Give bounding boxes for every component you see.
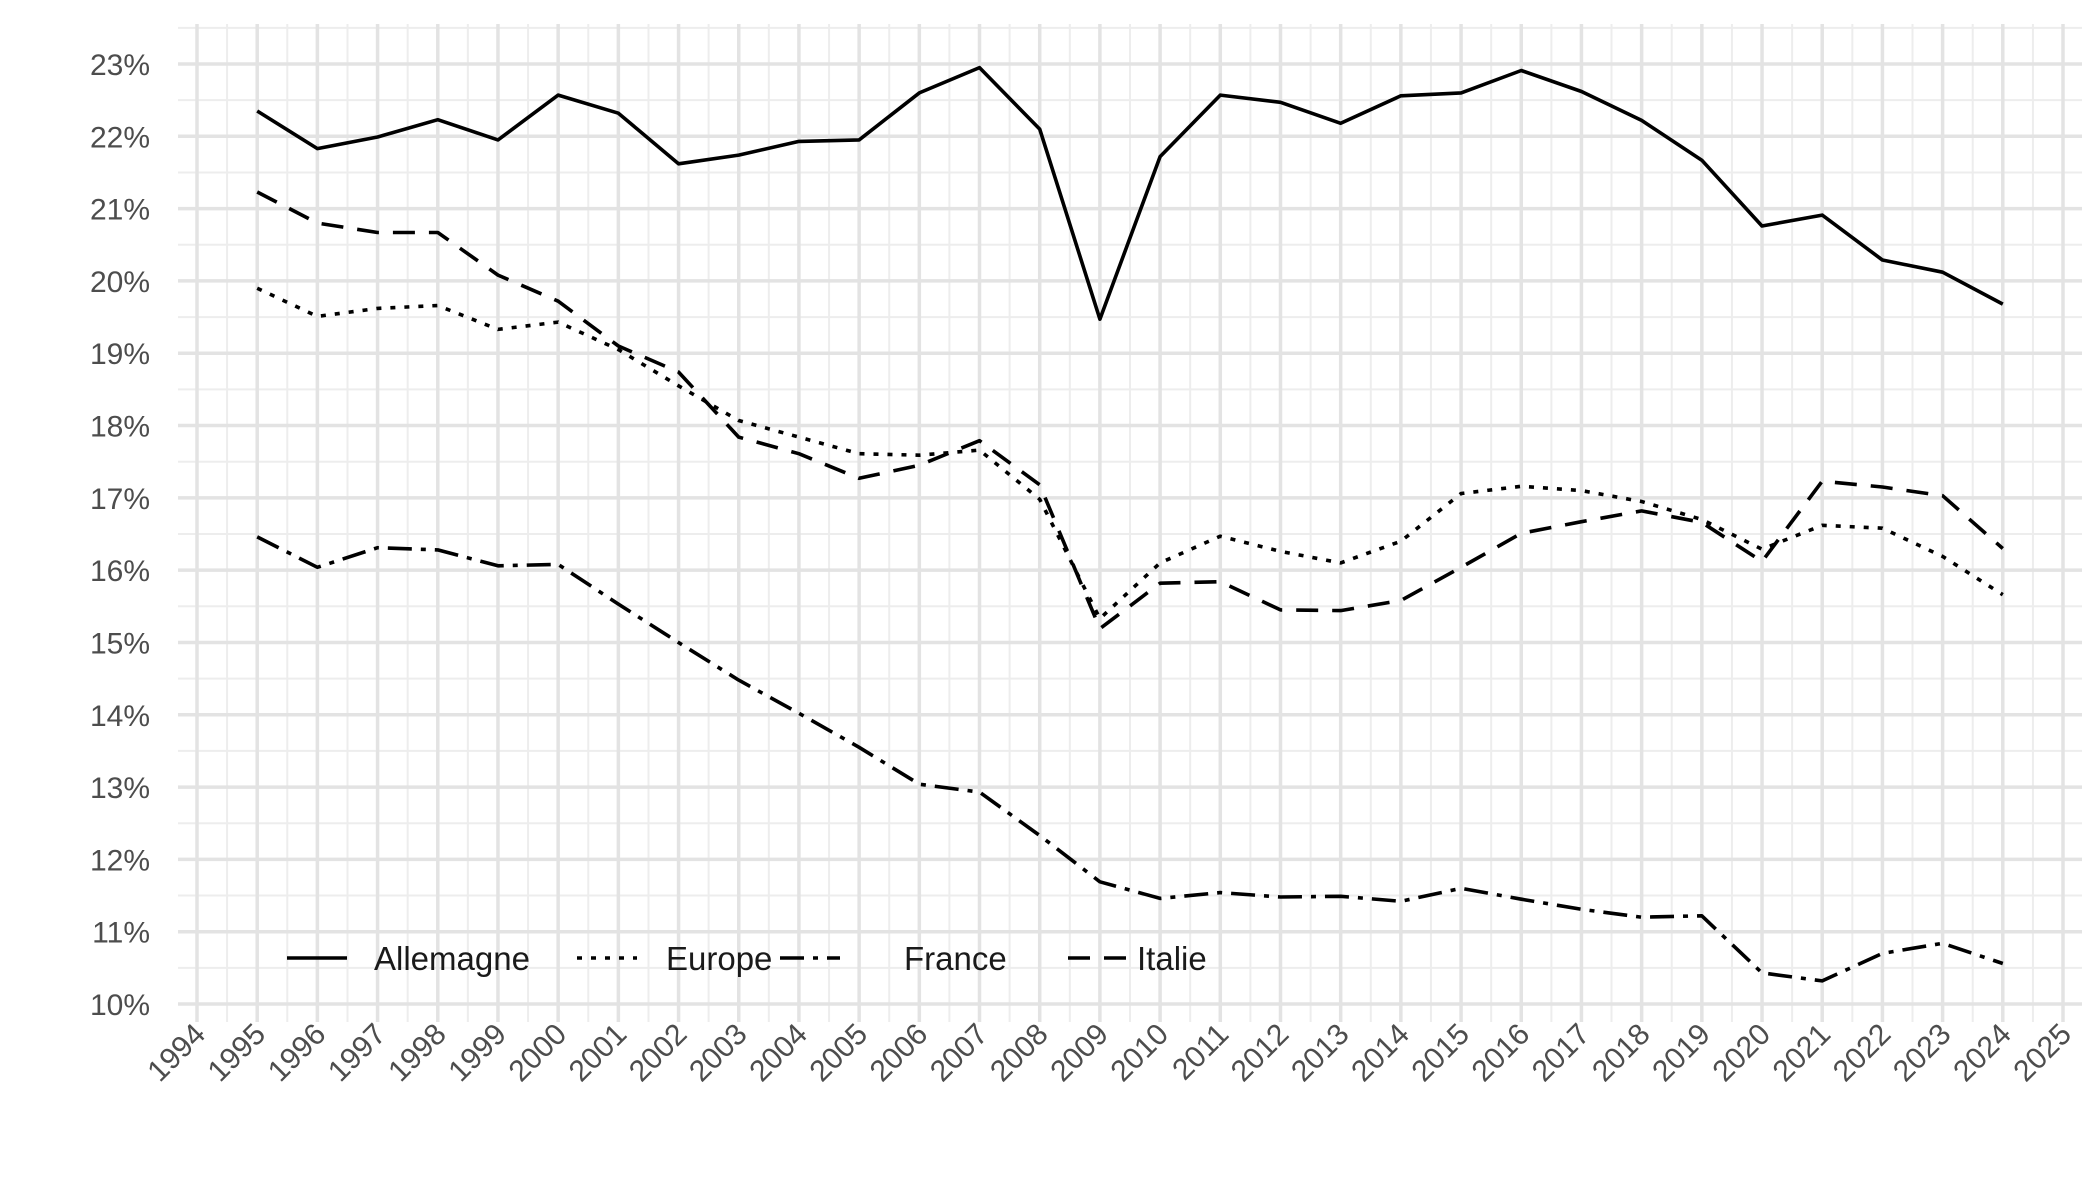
y-tick-label: 19% (90, 338, 150, 371)
x-tick-label: 2022 (1827, 1018, 1898, 1089)
x-tick-label: 2004 (743, 1018, 814, 1089)
y-tick-label: 15% (90, 627, 150, 660)
x-tick-label: 2009 (1044, 1018, 1115, 1089)
y-tick-label: 12% (90, 844, 150, 877)
y-tick-label: 13% (90, 772, 150, 805)
x-tick-label: 2005 (804, 1018, 875, 1089)
x-tick-label: 1996 (262, 1018, 333, 1089)
x-tick-label: 2016 (1466, 1018, 1537, 1089)
legend: Allemagne Europe France Italie (287, 940, 1207, 977)
y-tick-label: 16% (90, 555, 150, 588)
series-line-allemagne (256, 65, 2004, 322)
y-axis: 10% 11% 12% 13% 14% 15% 16% 17% 18% 19% 20% 21% 22% 2… (90, 49, 150, 1022)
y-tick-label: 18% (90, 411, 150, 444)
x-tick-label: 1997 (322, 1018, 393, 1089)
x-tick-label: 1999 (442, 1018, 513, 1089)
y-tick-label: 22% (90, 121, 150, 154)
y-tick-label: 10% (90, 989, 150, 1022)
legend-label-europe: Europe (666, 940, 772, 977)
x-tick-label: 2011 (1166, 1018, 1235, 1087)
legend-label-italie: Italie (1137, 940, 1207, 977)
minor-gridlines (178, 24, 2082, 1022)
x-axis: 1994199519961997199819992000200120022003… (141, 1018, 2078, 1089)
series-line-italie (256, 190, 2004, 631)
x-tick-label: 1994 (141, 1018, 212, 1089)
y-tick-label: 20% (90, 266, 150, 299)
major-gridlines (178, 24, 2082, 1022)
x-tick-label: 2015 (1405, 1018, 1476, 1089)
x-tick-label: 2014 (1345, 1018, 1416, 1089)
x-tick-label: 2013 (1285, 1018, 1356, 1089)
x-tick-label: 2020 (1706, 1018, 1777, 1089)
x-tick-label: 2000 (503, 1018, 574, 1089)
x-tick-label: 2010 (1105, 1018, 1176, 1089)
x-tick-label: 2023 (1887, 1018, 1958, 1089)
x-tick-label: 1995 (202, 1018, 273, 1089)
x-tick-label: 2001 (563, 1018, 634, 1089)
legend-label-france: France (904, 940, 1007, 977)
x-tick-label: 2018 (1586, 1018, 1657, 1089)
series-line-france (256, 535, 2004, 983)
x-tick-label: 2025 (2007, 1018, 2078, 1089)
x-tick-label: 2017 (1526, 1018, 1597, 1089)
y-tick-label: 23% (90, 49, 150, 82)
legend-label-allemagne: Allemagne (374, 940, 530, 977)
y-tick-label: 17% (90, 483, 150, 516)
x-tick-label: 2021 (1767, 1018, 1838, 1089)
x-tick-label: 2024 (1947, 1018, 2018, 1089)
x-tick-label: 2012 (1225, 1018, 1296, 1089)
y-tick-label: 11% (92, 917, 150, 950)
x-tick-label: 2019 (1646, 1018, 1717, 1089)
x-tick-label: 2002 (623, 1018, 694, 1089)
y-tick-label: 14% (90, 700, 150, 733)
x-tick-label: 2008 (984, 1018, 1055, 1089)
x-tick-label: 2007 (924, 1018, 995, 1089)
x-tick-label: 2006 (864, 1018, 935, 1089)
series-lines (256, 65, 2004, 983)
x-tick-label: 1998 (382, 1018, 453, 1089)
y-tick-label: 21% (90, 194, 150, 227)
x-tick-label: 2003 (683, 1018, 754, 1089)
